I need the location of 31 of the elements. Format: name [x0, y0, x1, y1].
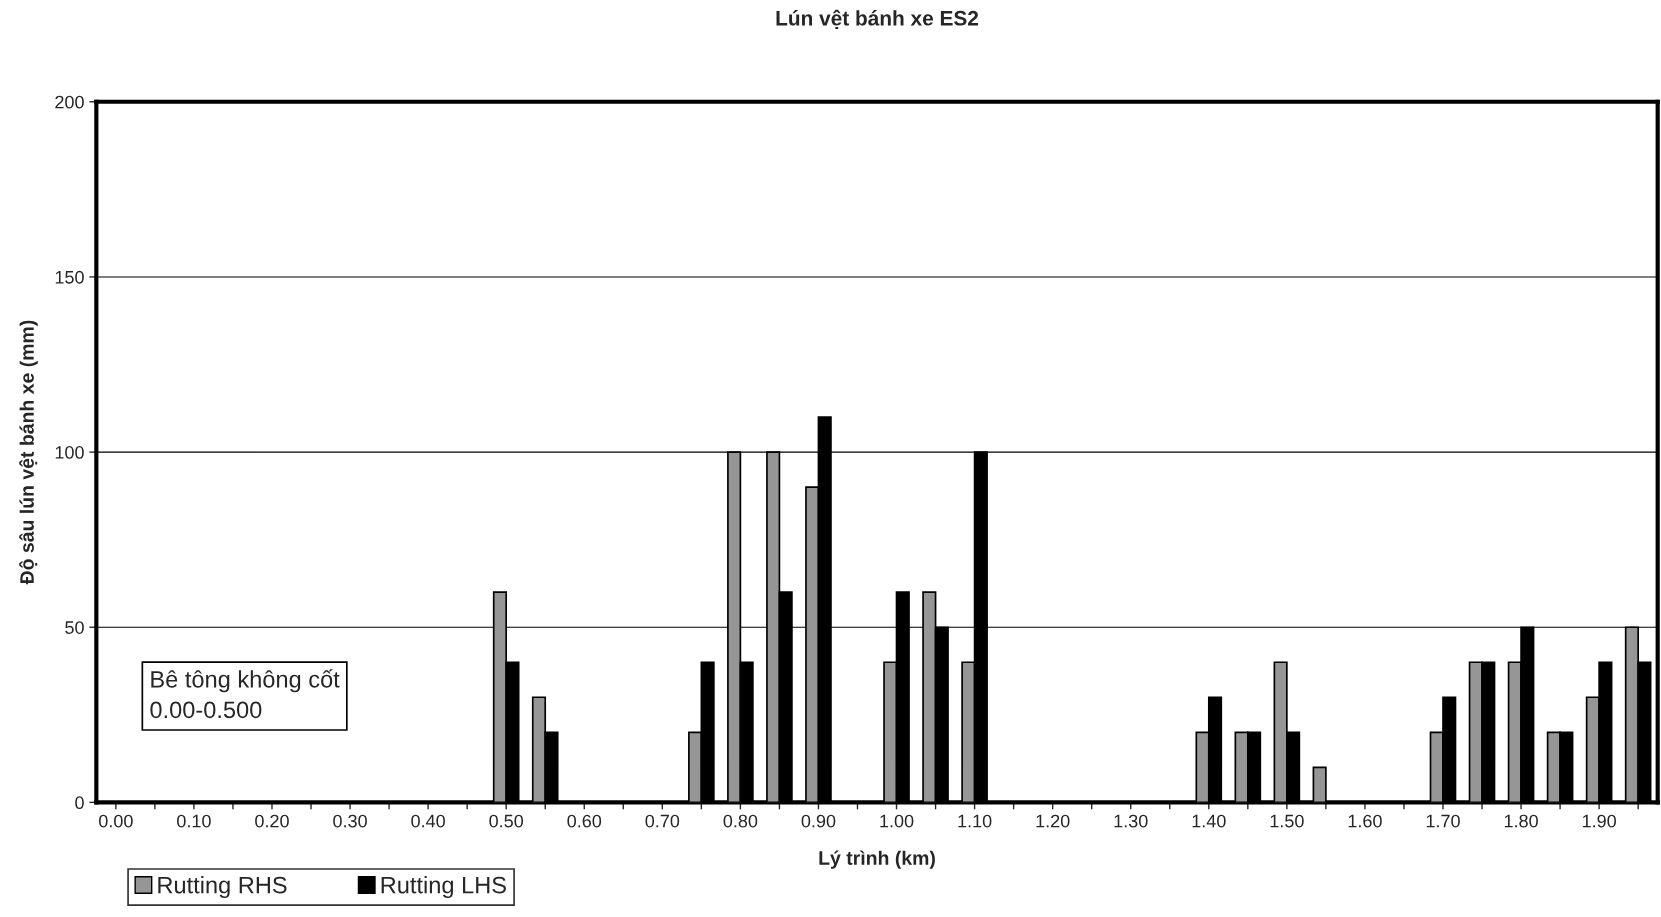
- x-tick-label: 1.10: [958, 814, 992, 828]
- x-tick-label: 1.60: [1348, 814, 1382, 828]
- x-tick-label: 0.80: [723, 814, 758, 828]
- y-tick-label: 150: [55, 270, 84, 284]
- x-tick-label: 1.70: [1426, 814, 1460, 828]
- y-tick-label: 200: [55, 95, 84, 109]
- x-tick-label: 1.00: [880, 814, 914, 828]
- x-tick-label: 0.60: [567, 814, 602, 828]
- x-tick-label: 1.50: [1270, 814, 1304, 828]
- x-tick-label: 0.90: [801, 814, 836, 828]
- y-tick-label: 100: [55, 446, 84, 459]
- x-tick-label: 1.20: [1036, 814, 1070, 828]
- x-tick-label: 1.40: [1192, 814, 1226, 828]
- y-tick-label: 50: [65, 621, 84, 634]
- x-tick-label: 0.40: [411, 814, 445, 828]
- x-tick-label: 0.70: [645, 814, 680, 828]
- y-axis-title: Độ sâu lún vệt bánh xe (mm): [19, 320, 38, 585]
- x-tick-label: 0.10: [177, 814, 211, 828]
- x-tick-label: 1.30: [1114, 814, 1148, 828]
- x-tick-label: 1.80: [1504, 814, 1538, 828]
- x-tick-label: 0.00: [98, 814, 133, 828]
- chart-title: Lún vệt bánh xe ES2: [776, 9, 979, 30]
- legend-label: Rutting LHS: [381, 876, 506, 899]
- annotation: Bê tông không cốt 0.00-0.500: [150, 669, 340, 719]
- y-tick-label: 0: [75, 796, 84, 810]
- x-tick-label: 1.90: [1582, 814, 1616, 828]
- x-tick-label: 0.30: [333, 814, 367, 828]
- x-axis-title: Lý trình (km): [819, 850, 935, 869]
- legend-label: Rutting RHS: [158, 876, 287, 899]
- x-tick-label: 0.20: [255, 814, 289, 828]
- x-tick-label: 0.50: [489, 814, 524, 828]
